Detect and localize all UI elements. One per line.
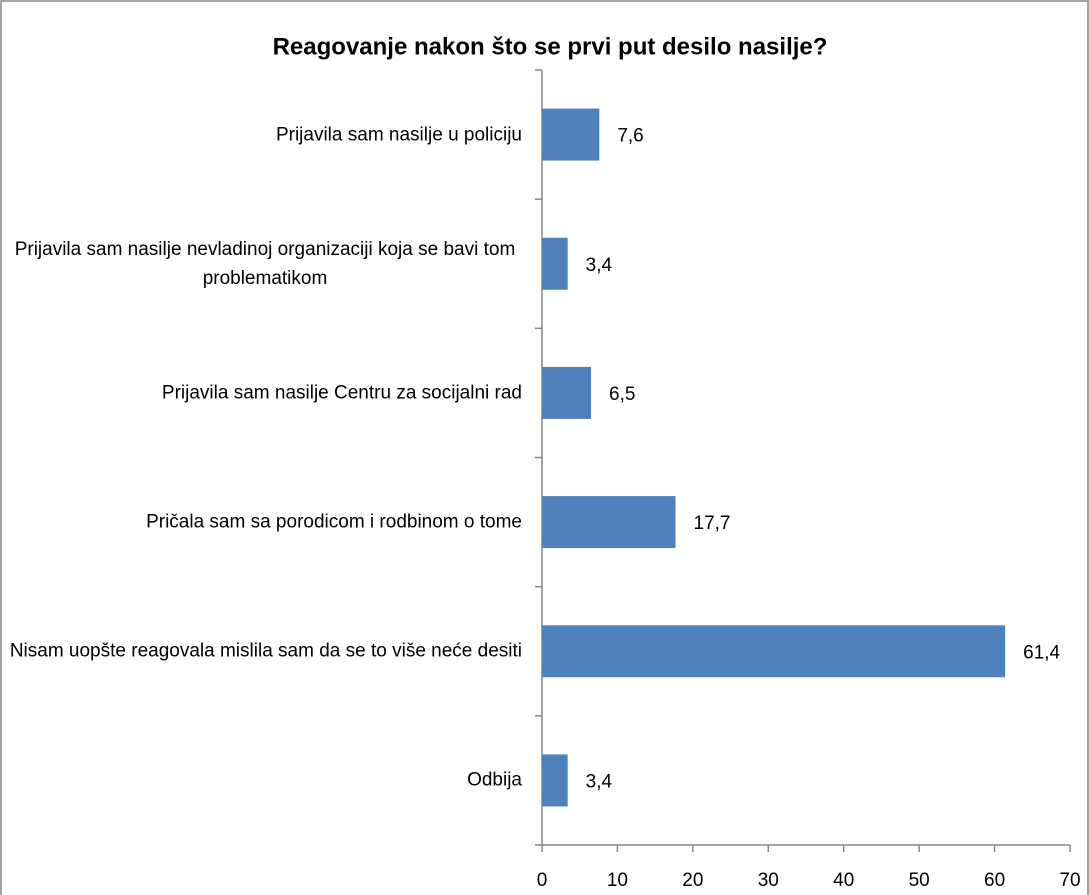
y-tick-label-box: Prijavila sam nasilje Centru za socijaln… (8, 378, 522, 407)
y-tick-label: Nisam uopšte reagovala mislila sam da se… (9, 640, 522, 662)
bar (542, 496, 676, 549)
x-tick-label: 30 (758, 870, 779, 891)
chart-title: Reagovanje nakon što se prvi put desilo … (273, 33, 828, 60)
data-label: 17,7 (694, 513, 731, 534)
x-tick-label: 40 (833, 870, 854, 891)
x-tick-label: 0 (537, 870, 548, 891)
y-tick-label-box: Nisam uopšte reagovala mislila sam da se… (8, 637, 522, 666)
x-tick-label: 20 (682, 870, 703, 891)
data-label: 7,6 (617, 126, 643, 147)
bar (542, 754, 568, 807)
y-tick-label: Prijavila sam nasilje u policiju (275, 124, 522, 146)
data-label: 3,4 (586, 771, 613, 792)
bar (542, 108, 600, 161)
x-tick-label: 60 (984, 870, 1005, 891)
y-tick-label: Odbija (467, 769, 522, 791)
x-tick-label: 10 (607, 870, 628, 891)
y-tick-label-box: Odbija (8, 766, 522, 795)
bar (542, 366, 592, 419)
x-tick-label: 50 (909, 870, 930, 891)
y-tick-label: Pričala sam sa porodicom i rodbinom o to… (146, 511, 522, 533)
y-tick-label: Prijavila sam nasilje Centru za socijaln… (161, 382, 522, 404)
y-tick-label-box: Prijavila sam nasilje u policiju (8, 120, 522, 149)
bar (542, 237, 568, 290)
y-tick-label: Prijavila sam nasilje nevladinoj organiz… (14, 238, 516, 289)
x-tick-label: 70 (1059, 870, 1080, 891)
data-label: 61,4 (1023, 642, 1060, 663)
y-tick-label-box: Pričala sam sa porodicom i rodbinom o to… (8, 508, 522, 537)
y-tick-label-box: Prijavila sam nasilje nevladinoj organiz… (8, 235, 522, 293)
bar (542, 625, 1006, 678)
data-label: 3,4 (586, 255, 613, 276)
data-label: 6,5 (609, 384, 635, 405)
